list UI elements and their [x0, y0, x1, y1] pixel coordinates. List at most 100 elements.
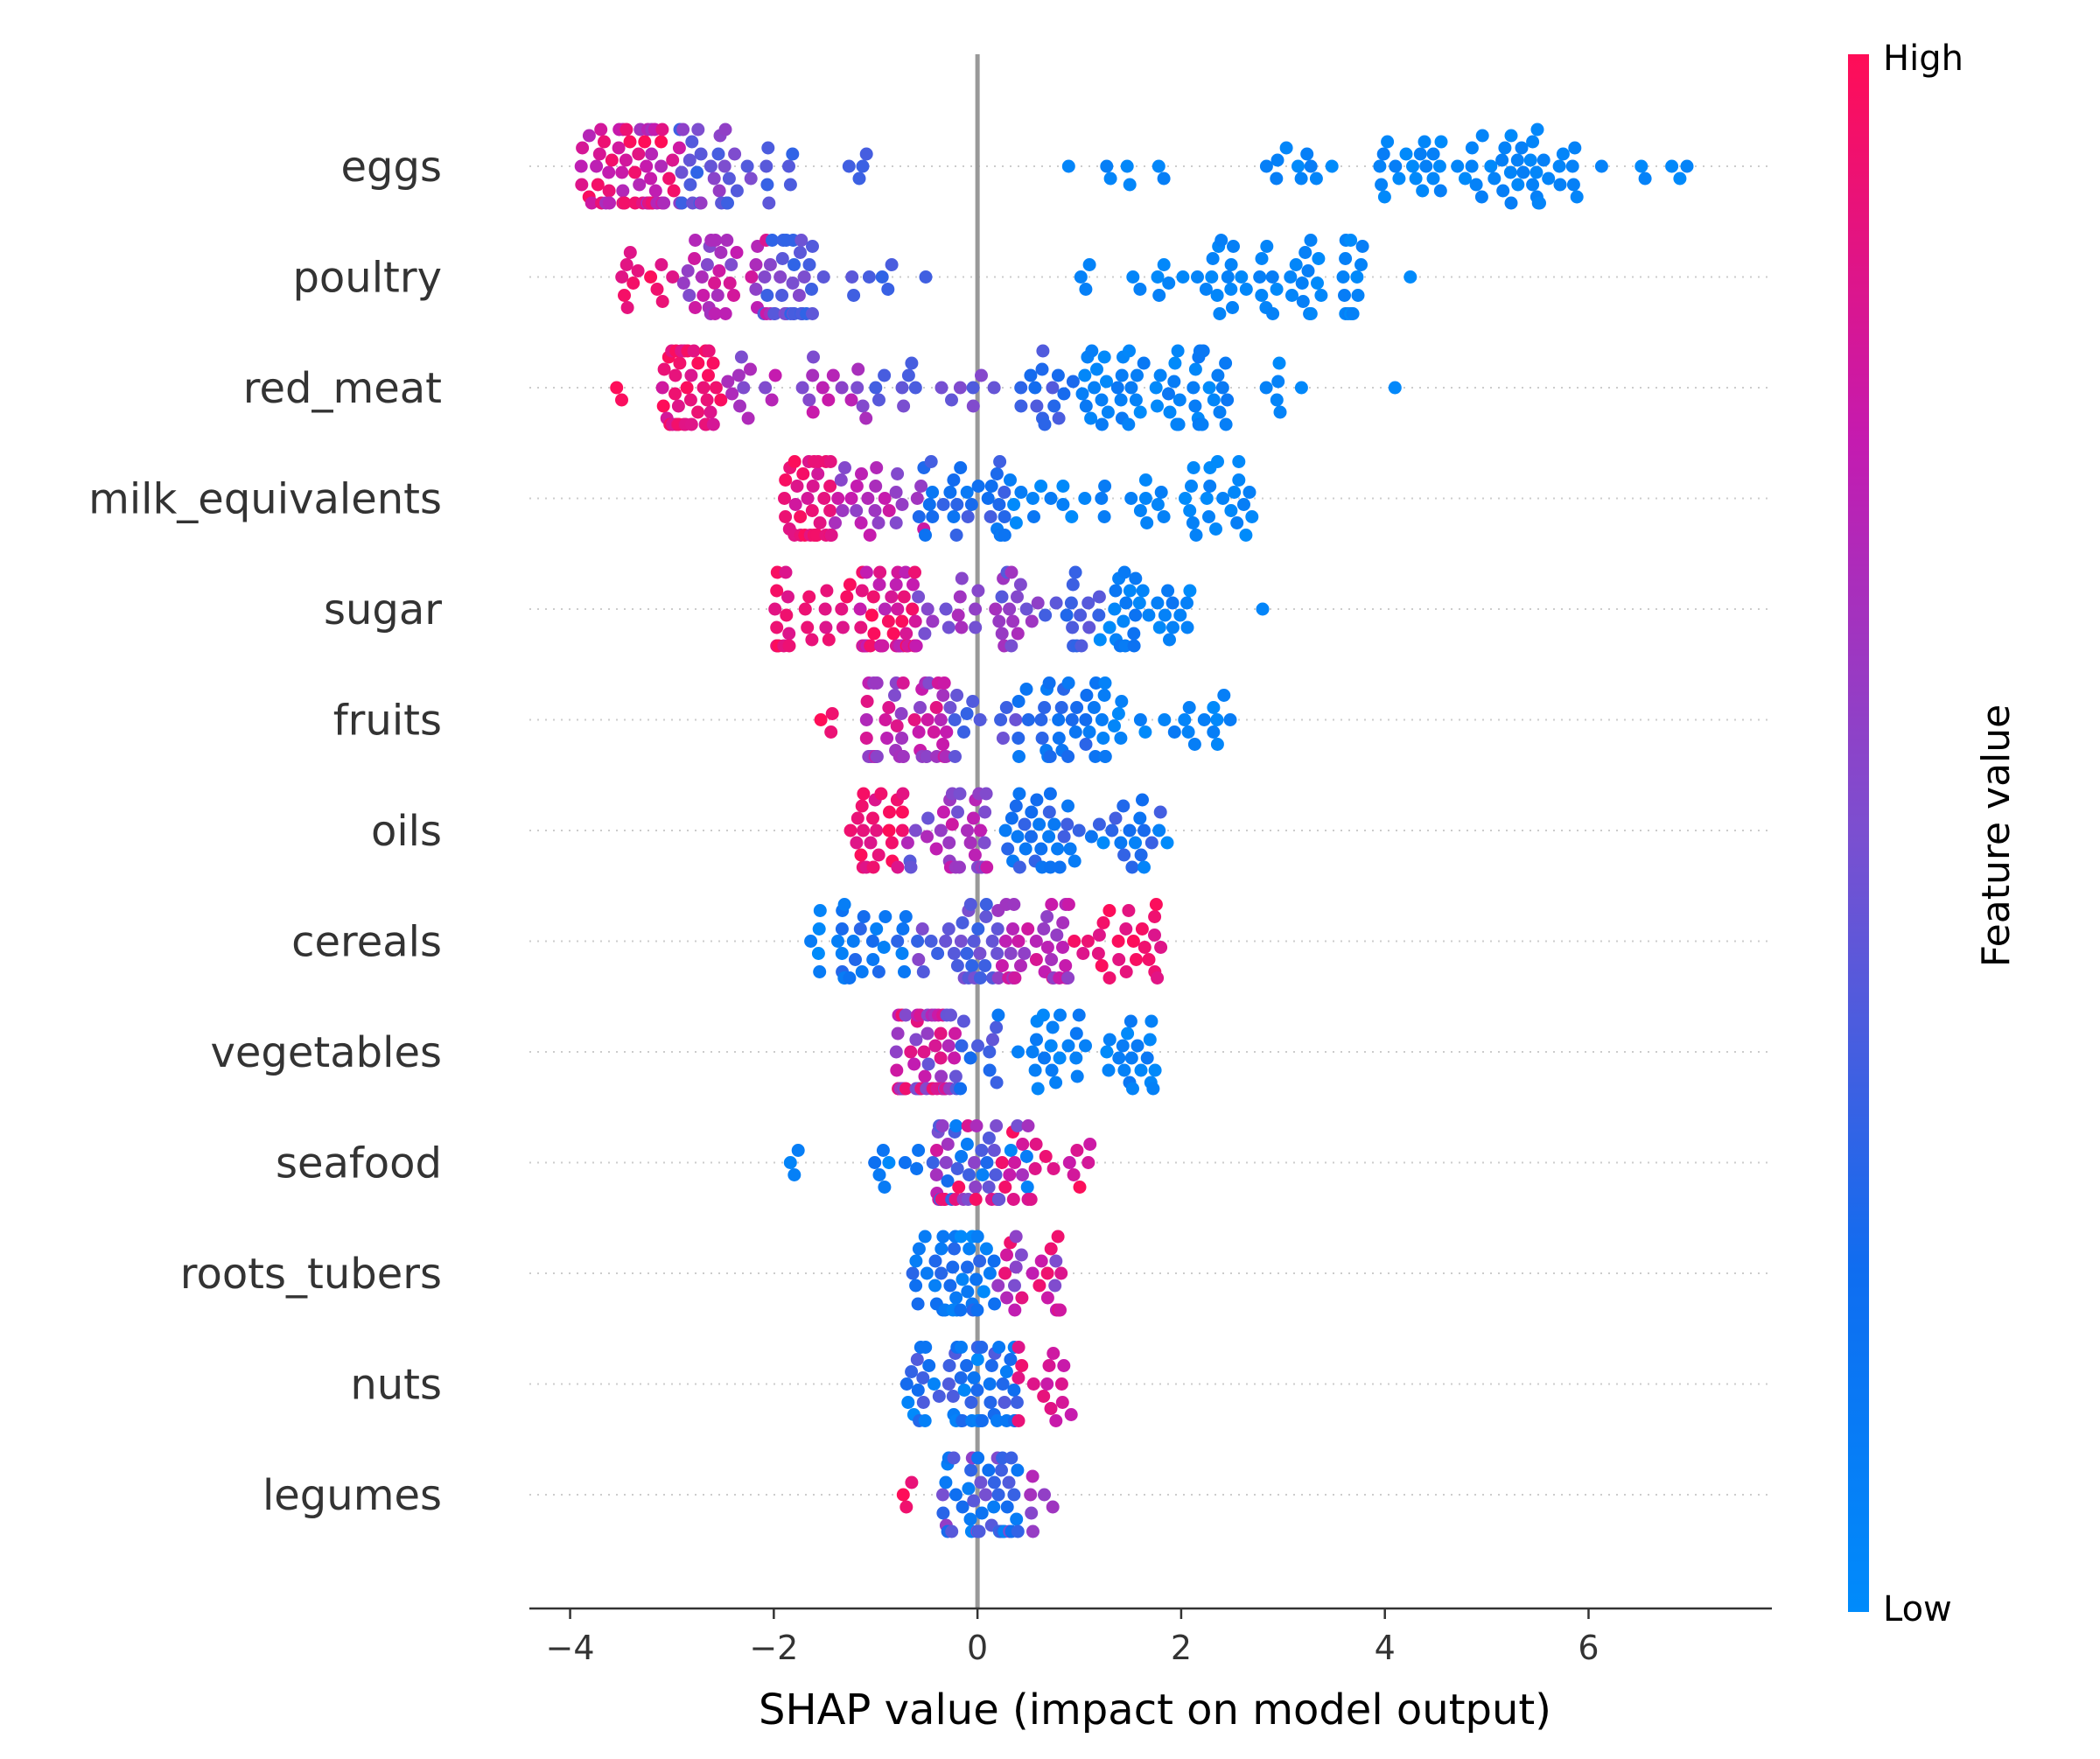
shap-point — [1072, 823, 1086, 837]
shap-point — [850, 836, 864, 850]
shap-point — [948, 713, 962, 726]
shap-point — [1054, 701, 1068, 714]
shap-point — [967, 1494, 981, 1508]
shap-point — [1037, 1390, 1051, 1403]
shap-point — [971, 480, 985, 493]
shap-point — [1304, 307, 1318, 320]
shap-point — [870, 750, 884, 763]
shap-point — [992, 614, 1006, 628]
shap-point — [1665, 159, 1679, 173]
shap-point — [683, 393, 697, 407]
shap-point — [1054, 1377, 1068, 1391]
shap-point — [1028, 1063, 1042, 1077]
shap-point — [960, 707, 974, 720]
shap-point — [806, 368, 820, 382]
shap-point — [1110, 381, 1124, 395]
shap-point — [1109, 584, 1123, 598]
shap-point — [1004, 565, 1018, 579]
shap-point — [722, 172, 736, 186]
shap-point — [831, 492, 845, 505]
shap-point — [1216, 492, 1230, 505]
shap-point — [796, 467, 810, 480]
shap-point — [1116, 1039, 1130, 1053]
shap-point — [895, 498, 909, 511]
shap-point — [990, 1076, 1004, 1090]
shap-point — [655, 381, 669, 395]
shap-point — [971, 922, 985, 936]
shap-point — [725, 387, 739, 401]
shap-point — [970, 1303, 984, 1317]
shap-point — [975, 1341, 989, 1354]
shap-point — [854, 848, 868, 862]
shap-point — [898, 965, 911, 978]
shap-point — [911, 935, 925, 948]
shap-point — [620, 301, 634, 314]
shap-point — [857, 823, 870, 837]
shap-point — [1203, 480, 1217, 493]
shap-point — [984, 480, 998, 493]
shap-point — [1200, 492, 1214, 505]
shap-point — [1116, 614, 1130, 628]
shap-point — [998, 935, 1012, 948]
shap-point — [846, 935, 860, 948]
shap-point — [978, 959, 992, 972]
shap-point — [1044, 1039, 1058, 1053]
shap-point — [941, 1138, 955, 1151]
shap-point — [865, 935, 879, 948]
shap-point — [992, 1193, 1006, 1206]
shap-point — [1213, 405, 1227, 419]
shap-point — [1459, 172, 1472, 186]
shap-point — [806, 307, 819, 320]
shap-point — [942, 620, 956, 634]
shap-point — [900, 1500, 914, 1514]
shap-point — [934, 1051, 948, 1065]
shap-point — [654, 159, 668, 173]
shap-point — [844, 393, 858, 407]
shap-point — [1138, 725, 1152, 739]
shap-point — [1255, 252, 1269, 265]
shap-point — [921, 811, 935, 825]
shap-point — [1049, 1414, 1063, 1427]
shap-point — [1219, 356, 1233, 370]
shap-point — [1084, 411, 1098, 425]
shap-point — [890, 719, 904, 732]
shap-point — [682, 153, 696, 167]
shap-point — [706, 356, 720, 370]
shap-point — [935, 1119, 949, 1132]
shap-point — [1123, 178, 1137, 192]
shap-point — [859, 732, 873, 745]
shap-point — [950, 1162, 964, 1175]
shap-point — [866, 811, 879, 825]
shap-point — [1061, 799, 1074, 813]
shap-point — [912, 510, 926, 523]
shap-point — [1019, 683, 1033, 696]
shap-point — [648, 184, 662, 198]
shap-point — [1304, 234, 1318, 247]
shap-point — [852, 172, 866, 186]
feature-label-vegetables: vegetables — [210, 1028, 442, 1077]
shap-point — [675, 165, 689, 179]
shap-point — [899, 1008, 913, 1022]
shap-point — [924, 935, 938, 948]
shap-point — [936, 689, 950, 702]
shap-point — [1028, 1162, 1042, 1175]
shap-point — [936, 1506, 950, 1520]
shap-point — [1152, 289, 1166, 302]
shap-point — [918, 627, 932, 641]
shap-point — [1015, 1291, 1029, 1305]
shap-point — [1016, 1168, 1029, 1181]
shap-point — [1134, 848, 1148, 862]
shap-point — [1051, 368, 1065, 382]
shap-point — [1173, 608, 1187, 622]
shap-point — [948, 750, 962, 763]
shap-point — [1066, 620, 1080, 634]
shap-point — [1570, 190, 1584, 204]
shap-point — [970, 1230, 984, 1244]
shap-point — [1056, 941, 1069, 954]
shap-point — [955, 571, 969, 585]
shap-point — [942, 922, 956, 936]
shap-point — [1112, 953, 1126, 966]
shap-point — [936, 805, 950, 819]
shap-point — [912, 590, 926, 604]
shap-point — [919, 270, 933, 284]
